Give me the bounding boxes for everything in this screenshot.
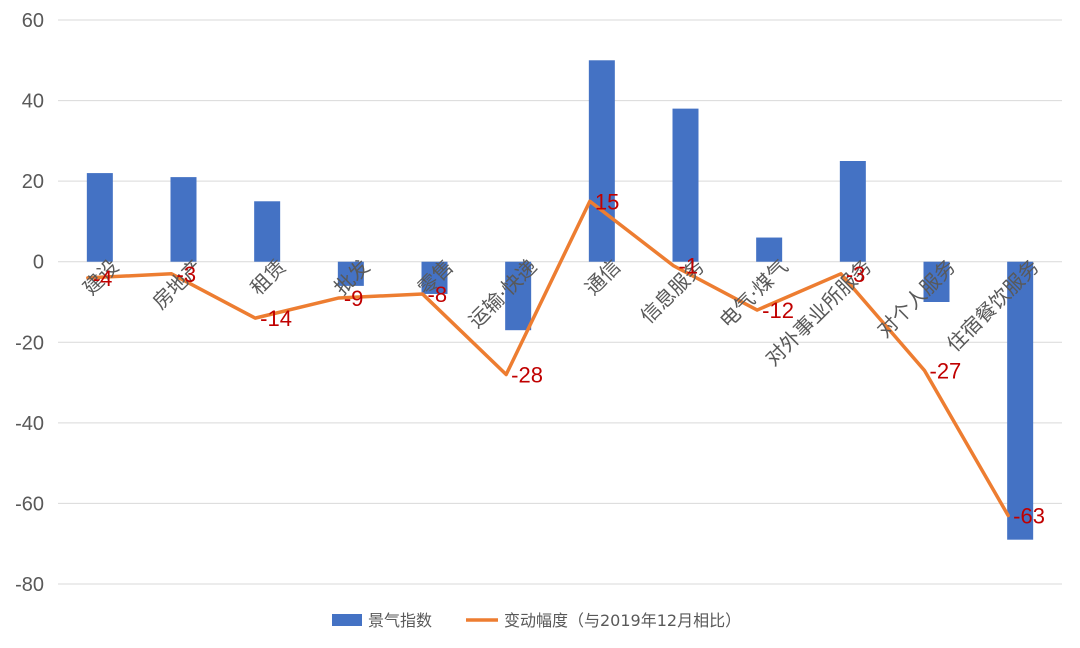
data-label: 15 [595, 189, 619, 214]
line-path [86, 199, 1010, 518]
y-tick-label: 60 [22, 10, 44, 32]
bar [170, 177, 197, 262]
y-tick-label: -80 [15, 574, 44, 596]
bar [254, 201, 281, 262]
bar [839, 161, 866, 262]
y-tick-label: -40 [15, 413, 44, 435]
data-label: -1 [679, 254, 699, 279]
bar [756, 237, 783, 262]
data-label: -3 [846, 262, 866, 287]
data-label: -28 [511, 363, 543, 388]
line-point [673, 265, 674, 267]
line-point [1007, 515, 1009, 517]
gridlines [58, 19, 1062, 585]
bar [923, 261, 950, 302]
bar [337, 261, 364, 286]
data-label: -9 [344, 286, 364, 311]
legend-bar-label: 景气指数 [368, 611, 432, 630]
data-label: -12 [762, 298, 794, 323]
line-point [422, 293, 423, 295]
line-point [589, 200, 591, 202]
line-point [171, 273, 172, 275]
line-point [254, 317, 256, 319]
category-labels: 建设 房地产 租赁 批发 零售 运输·快递 通信 信息服务 电气·煤气对外事业所服务对个人服务住… [78, 255, 1044, 371]
bar [672, 108, 699, 262]
legend-bar-swatch [332, 614, 362, 626]
legend-line-label: 变动幅度（与2019年12月相比） [504, 611, 741, 630]
line-point [505, 374, 507, 376]
bar [505, 261, 532, 331]
y-tick-label: -60 [15, 493, 44, 515]
line-point [924, 369, 925, 371]
y-tick-label: 0 [33, 252, 44, 274]
bar-series [86, 60, 1034, 540]
y-tick-label: 20 [22, 171, 44, 193]
bar [421, 261, 448, 294]
line-data-labels: -4 -3 -14 -9 -8 -28 15 -1 -12 -3 -27 -63 [93, 189, 1045, 528]
line-point [87, 277, 89, 279]
line-series [86, 199, 1010, 518]
legend: 景气指数 变动幅度（与2019年12月相比） [332, 611, 741, 630]
data-label: -14 [260, 306, 292, 331]
line-point [338, 297, 340, 299]
data-label: -27 [930, 358, 962, 383]
data-label: -63 [1013, 504, 1045, 529]
line-point [756, 309, 758, 311]
data-label: -4 [93, 266, 113, 291]
y-axis-ticks: 60 40 20 0 -20 -40 -60 -80 [15, 10, 44, 596]
y-tick-label: -20 [15, 332, 44, 354]
bar [86, 173, 113, 262]
data-label: -8 [428, 282, 448, 307]
bar [588, 60, 615, 262]
data-label: -3 [177, 262, 197, 287]
y-tick-label: 40 [22, 91, 44, 113]
line-point [840, 273, 842, 275]
bar [1007, 261, 1034, 540]
